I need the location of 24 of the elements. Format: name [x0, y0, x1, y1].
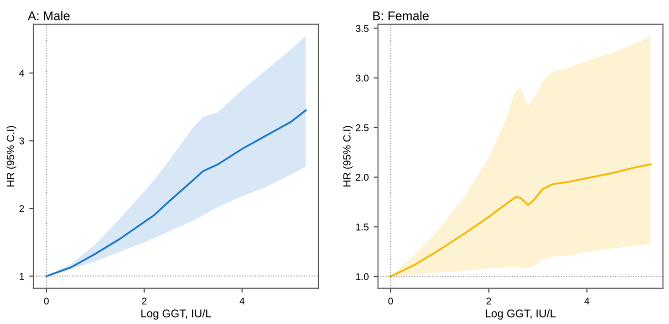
y-tick-label: 4 — [19, 70, 24, 77]
x-axis-title: Log GGT, IU/L — [141, 309, 212, 320]
y-tick-label: 1.0 — [356, 273, 369, 280]
y-tick-label: 2.0 — [356, 174, 369, 181]
y-axis-title: HR (95% C.I) — [342, 126, 353, 186]
x-tick-label: 0 — [388, 298, 393, 305]
y-tick-label: 2 — [20, 205, 24, 212]
y-axis-title: HR (95% C.I) — [6, 126, 16, 186]
x-tick-label: 0 — [44, 298, 49, 305]
x-axis-title: Log GGT, IU/L — [486, 309, 556, 320]
x-tick-label: 2 — [142, 298, 146, 304]
chart-title: A: Male — [28, 11, 70, 20]
y-tick-label: 3 — [19, 137, 24, 144]
x-tick-label: 4 — [584, 298, 590, 304]
line-series — [46, 109, 307, 278]
y-tick-label: 1.5 — [356, 224, 369, 230]
x-tick-label: 2 — [486, 298, 491, 304]
y-tick-label: 1 — [20, 273, 24, 280]
y-tick-label: 2.5 — [356, 124, 369, 132]
line-series — [390, 163, 652, 278]
x-tick-label: 4 — [240, 298, 245, 304]
y-tick-label: 3.0 — [356, 74, 369, 82]
chart-title: B: Female — [373, 11, 429, 20]
y-tick-label: 3.5 — [356, 25, 369, 32]
